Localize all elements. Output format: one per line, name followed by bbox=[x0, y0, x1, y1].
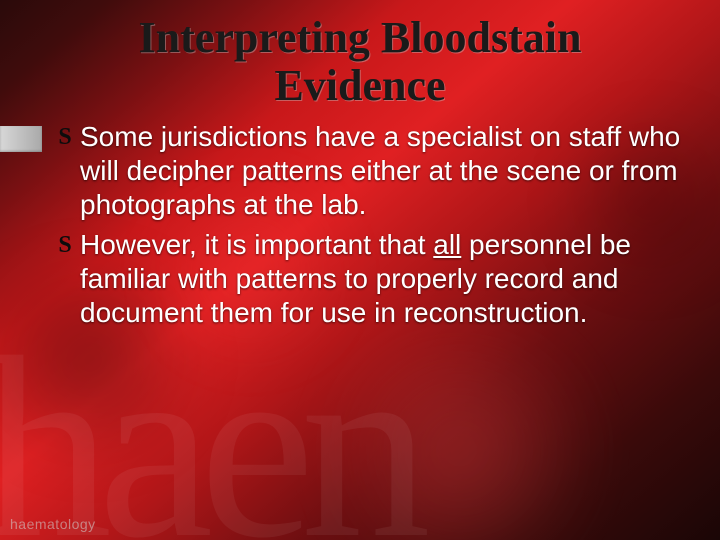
bullet-text: However, it is important that all person… bbox=[80, 228, 690, 330]
slide-title: Interpreting Bloodstain Evidence bbox=[0, 14, 720, 109]
bullet-text: Some jurisdictions have a specialist on … bbox=[80, 120, 690, 222]
bullet-marker-icon: S bbox=[50, 120, 80, 154]
title-line-2: Evidence bbox=[274, 61, 445, 110]
footer-label: haematology bbox=[10, 516, 96, 532]
bullet-marker-icon: S bbox=[50, 228, 80, 262]
title-container: Interpreting Bloodstain Evidence bbox=[0, 14, 720, 109]
bullet-item: S However, it is important that all pers… bbox=[50, 228, 690, 330]
text-run: However, it is important that bbox=[80, 229, 433, 260]
title-line-1: Interpreting Bloodstain bbox=[139, 13, 582, 62]
slide: haen Interpreting Bloodstain Evidence S … bbox=[0, 0, 720, 540]
text-run-underlined: all bbox=[433, 229, 461, 260]
accent-bar bbox=[0, 126, 42, 152]
bg-blob bbox=[300, 330, 620, 540]
body-text: S Some jurisdictions have a specialist o… bbox=[50, 120, 690, 336]
bullet-item: S Some jurisdictions have a specialist o… bbox=[50, 120, 690, 222]
